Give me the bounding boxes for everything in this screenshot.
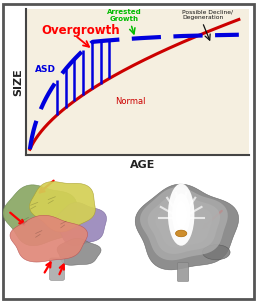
Y-axis label: SIZE: SIZE — [13, 68, 23, 96]
Polygon shape — [55, 202, 106, 246]
Polygon shape — [3, 185, 77, 246]
Ellipse shape — [175, 201, 187, 229]
Text: Possible Decline/
Degeneration: Possible Decline/ Degeneration — [182, 10, 233, 20]
Text: ASD: ASD — [35, 65, 56, 74]
Polygon shape — [163, 207, 204, 241]
Polygon shape — [148, 194, 220, 254]
Polygon shape — [169, 212, 198, 236]
FancyBboxPatch shape — [177, 263, 189, 281]
Polygon shape — [155, 200, 212, 248]
Text: Arrested
Growth: Arrested Growth — [107, 9, 141, 22]
Text: AGE: AGE — [130, 160, 155, 170]
Polygon shape — [30, 181, 95, 232]
Ellipse shape — [168, 184, 194, 246]
Text: Overgrowth: Overgrowth — [41, 24, 120, 37]
Text: Normal: Normal — [115, 97, 146, 106]
Polygon shape — [57, 238, 101, 265]
Ellipse shape — [176, 230, 187, 237]
Polygon shape — [135, 184, 239, 270]
FancyBboxPatch shape — [50, 258, 65, 281]
Polygon shape — [10, 215, 88, 262]
Ellipse shape — [172, 193, 190, 236]
Polygon shape — [140, 187, 228, 260]
Ellipse shape — [203, 245, 230, 260]
